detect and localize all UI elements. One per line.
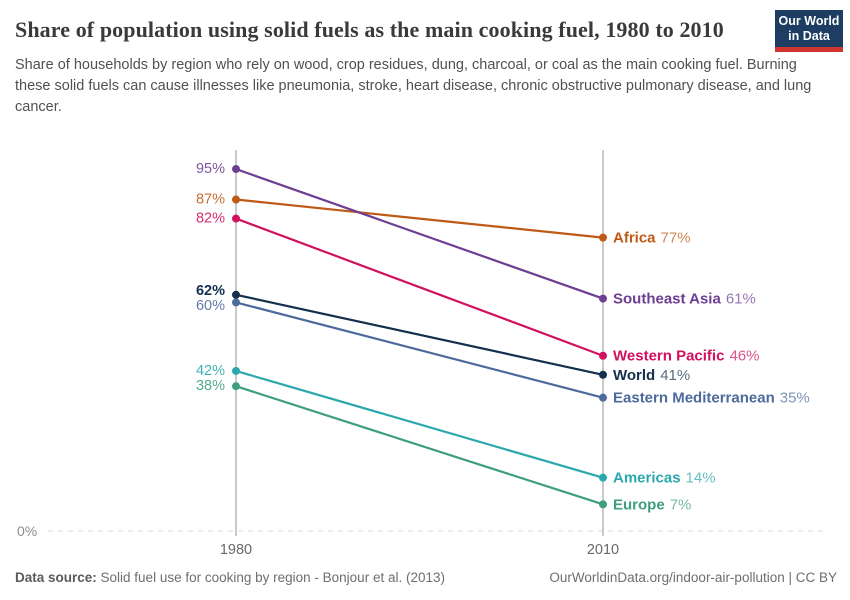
series-dot-start-europe[interactable] bbox=[232, 382, 240, 391]
series-line-eastern-mediterranean[interactable] bbox=[235, 301, 604, 399]
license-link[interactable]: OurWorldinData.org/indoor-air-pollution … bbox=[549, 570, 837, 585]
chart-footer: Data source: Solid fuel use for cooking … bbox=[15, 569, 837, 587]
series-dot-end-eastern-mediterranean[interactable] bbox=[599, 393, 607, 402]
series-end-value-world: 41% bbox=[660, 366, 690, 383]
data-source-label: Data source: bbox=[15, 570, 97, 585]
series-line-europe[interactable] bbox=[235, 385, 604, 506]
series-start-value-world: 62% bbox=[196, 283, 225, 299]
series-dot-end-americas[interactable] bbox=[599, 473, 607, 482]
series-start-value-americas: 42% bbox=[196, 363, 225, 379]
series-end-label-africa[interactable]: Africa 77% bbox=[613, 229, 691, 246]
series-end-value-western-pacific: 46% bbox=[729, 347, 759, 364]
series-name-europe: Europe bbox=[613, 496, 665, 513]
series-name-world: World bbox=[613, 366, 655, 383]
x-tick-2010: 2010 bbox=[587, 542, 619, 558]
series-line-world[interactable] bbox=[235, 293, 604, 376]
chart-header: Share of population using solid fuels as… bbox=[15, 13, 835, 118]
series-dot-end-world[interactable] bbox=[599, 370, 607, 379]
series-end-label-world[interactable]: World 41% bbox=[613, 366, 690, 383]
series-name-western-pacific: Western Pacific bbox=[613, 347, 724, 364]
data-source: Data source: Solid fuel use for cooking … bbox=[15, 569, 445, 587]
owid-logo-line1: Our World bbox=[778, 14, 840, 28]
series-dot-start-americas[interactable] bbox=[232, 366, 240, 375]
chart-subtitle: Share of households by region who rely o… bbox=[15, 57, 812, 116]
series-dot-end-europe[interactable] bbox=[599, 500, 607, 509]
series-name-africa: Africa bbox=[613, 229, 656, 246]
series-end-value-americas: 14% bbox=[686, 469, 716, 486]
series-dot-start-africa[interactable] bbox=[232, 195, 240, 204]
series-dot-start-western-pacific[interactable] bbox=[232, 214, 240, 223]
data-source-text: Solid fuel use for cooking by region - B… bbox=[96, 570, 445, 585]
owid-logo[interactable]: Our World in Data bbox=[775, 10, 843, 52]
series-dot-end-western-pacific[interactable] bbox=[599, 351, 607, 360]
series-name-americas: Americas bbox=[613, 469, 681, 486]
series-end-value-africa: 77% bbox=[661, 229, 691, 246]
series-start-value-eastern-mediterranean: 60% bbox=[196, 298, 225, 314]
owid-logo-line2: in Data bbox=[788, 29, 830, 43]
series-end-value-europe: 7% bbox=[670, 496, 692, 513]
series-line-western-pacific[interactable] bbox=[235, 217, 604, 357]
x-tick-1980: 1980 bbox=[220, 542, 252, 558]
series-dot-start-eastern-mediterranean[interactable] bbox=[232, 298, 240, 307]
y-axis-zero-label: 0% bbox=[17, 523, 37, 539]
series-end-label-americas[interactable]: Americas 14% bbox=[613, 469, 716, 486]
series-name-eastern-mediterranean: Eastern Mediterranean bbox=[613, 389, 775, 406]
series-dot-start-world[interactable] bbox=[232, 290, 240, 299]
series-start-value-europe: 38% bbox=[196, 378, 225, 394]
series-start-value-western-pacific: 82% bbox=[196, 211, 225, 227]
series-end-value-eastern-mediterranean: 35% bbox=[780, 389, 810, 406]
series-dot-end-africa[interactable] bbox=[599, 233, 607, 242]
series-dot-end-southeast-asia[interactable] bbox=[599, 294, 607, 303]
series-end-label-eastern-mediterranean[interactable]: Eastern Mediterranean 35% bbox=[613, 389, 810, 406]
series-end-label-western-pacific[interactable]: Western Pacific 46% bbox=[613, 347, 759, 364]
series-end-label-europe[interactable]: Europe 7% bbox=[613, 496, 691, 513]
series-start-value-africa: 87% bbox=[196, 192, 225, 208]
series-dot-start-southeast-asia[interactable] bbox=[232, 165, 240, 174]
series-line-americas[interactable] bbox=[235, 369, 604, 479]
series-end-label-southeast-asia[interactable]: Southeast Asia 61% bbox=[613, 290, 756, 307]
series-line-southeast-asia[interactable] bbox=[235, 168, 604, 300]
series-start-value-southeast-asia: 95% bbox=[196, 161, 225, 177]
series-line-africa[interactable] bbox=[235, 198, 604, 239]
series-name-southeast-asia: Southeast Asia bbox=[613, 290, 721, 307]
series-end-value-southeast-asia: 61% bbox=[726, 290, 756, 307]
page-title: Share of population using solid fuels as… bbox=[15, 17, 724, 42]
